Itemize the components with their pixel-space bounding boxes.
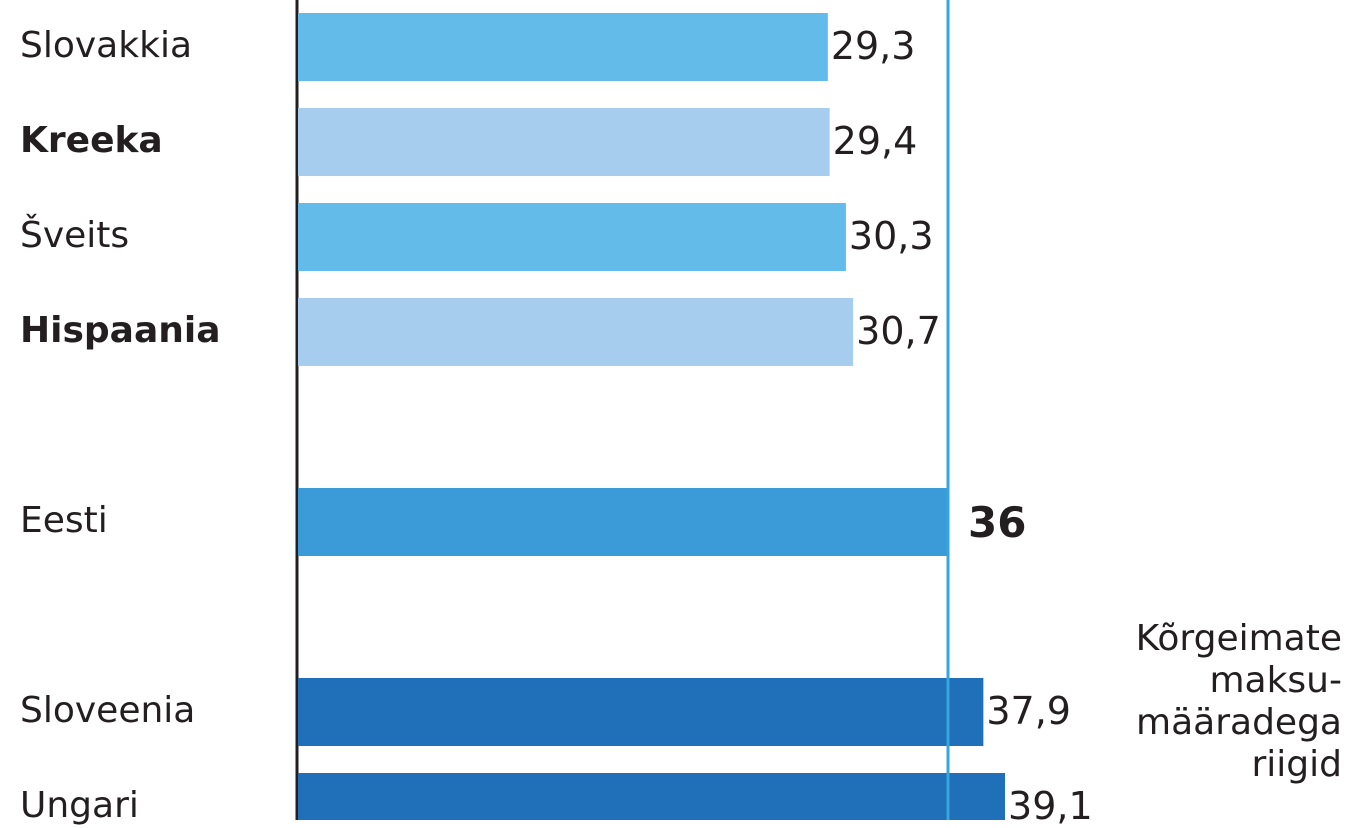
value-label: 30,3 bbox=[848, 214, 934, 258]
bar-ungari bbox=[298, 773, 1006, 820]
category-label: Slovakkia bbox=[20, 25, 193, 66]
high-tax-note: Kõrgeimate maksu- määradega riigid bbox=[1136, 618, 1342, 786]
category-label: Šveits bbox=[20, 215, 130, 256]
bar-kreeka bbox=[298, 108, 830, 176]
note-line: määradega bbox=[1136, 702, 1342, 743]
value-label: 30,7 bbox=[856, 309, 941, 353]
value-label: 36 bbox=[968, 498, 1027, 547]
category-label: Hispaania bbox=[20, 310, 221, 351]
category-label: Eesti bbox=[20, 500, 108, 541]
note-line: maksu- bbox=[1209, 660, 1342, 701]
bar-slovakkia bbox=[298, 13, 828, 81]
category-label: Ungari bbox=[20, 785, 139, 826]
bar-šveits bbox=[298, 203, 846, 271]
bar-sloveenia bbox=[298, 678, 984, 746]
note-line: Kõrgeimate bbox=[1135, 618, 1342, 659]
value-label: 37,9 bbox=[986, 689, 1071, 733]
value-label: 29,4 bbox=[832, 119, 918, 163]
bar-eesti bbox=[298, 488, 949, 556]
bar-hispaania bbox=[298, 298, 854, 366]
category-label: Kreeka bbox=[20, 120, 163, 161]
note-line: riigid bbox=[1251, 744, 1342, 785]
category-label: Sloveenia bbox=[20, 690, 196, 731]
value-label: 29,3 bbox=[830, 24, 916, 68]
value-label: 39,1 bbox=[1008, 784, 1093, 828]
